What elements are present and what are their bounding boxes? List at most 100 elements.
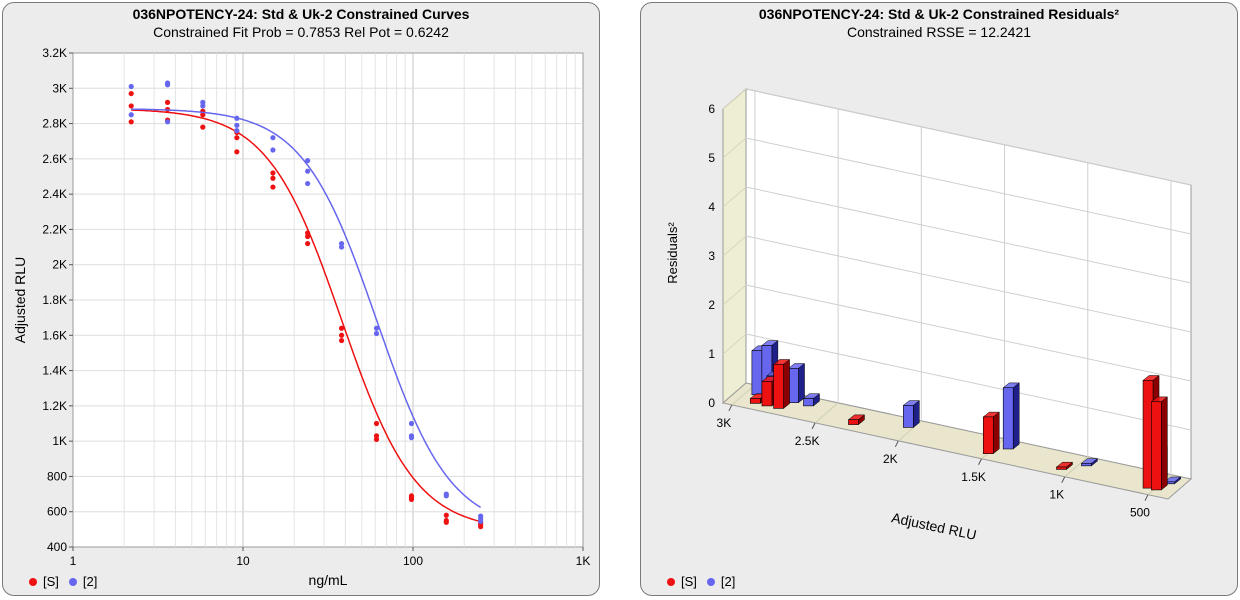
data-point [305,168,311,174]
y-tick-label: 1.6K [42,328,67,342]
data-point [305,158,311,164]
data-point [200,103,206,109]
legend-label-std: [S] [43,574,59,589]
data-point [234,115,240,121]
x-tick-label: 1K [576,554,591,568]
y-tick-label: 2 [708,298,715,312]
data-point [164,82,171,88]
legend-dot-uk [706,577,715,586]
floor-gridline [731,384,756,406]
residual-bar-uk [802,393,821,407]
y-tick-label: 2.8K [42,117,67,131]
residual-bar-std [982,411,1000,455]
y-gridline [722,235,747,257]
data-point [128,103,134,109]
data-point [408,420,415,427]
x-tick [894,440,899,448]
residuals-chart-panel: 036NPOTENCY-24: Std & Uk-2 Constrained R… [640,2,1238,596]
y-gridline [722,333,747,355]
data-point [305,240,311,247]
data-point [234,135,240,141]
y-gridline [722,137,747,159]
residual-bar-uk [787,363,806,404]
residual-bar-uk [1163,476,1182,485]
bar-side [993,411,1000,455]
floor [721,382,1193,500]
bar-front [1056,466,1067,470]
bar-front [788,368,799,403]
y-tick-label: 600 [47,505,67,519]
data-point [164,99,171,105]
data-point [408,435,415,441]
data-point [478,524,484,530]
x-tick [1061,476,1066,483]
residual-bar-std [847,414,866,426]
bar-front [803,398,814,407]
y-tick-label: 2K [52,258,67,272]
x-tick-label: 2K [883,452,898,466]
data-point [338,332,345,338]
x-tick-label: 3K [717,416,732,430]
legend-dot-uk [68,577,77,586]
y-tick-label: 0 [708,396,715,410]
x-tick-label: 1 [70,554,77,568]
y-gridline [745,333,1192,431]
y-gridline [722,284,747,306]
y-tick-label: 1.2K [42,399,67,413]
y-tick-label: 2.4K [42,187,67,201]
residuals-chart-plot: 0 1 2 3 4 5 6 Residuals² 3K 2.5K 2K 1.5K 1K 500 Adjust… [665,87,1193,543]
y-axis-label: Adjusted RLU [12,257,28,343]
data-point [373,420,380,427]
residuals-chart-title: 036NPOTENCY-24: Std & Uk-2 Constrained R… [758,6,1120,22]
legend-dot-std [29,577,37,586]
x-tick-label: 100 [403,554,423,568]
residual-bar-std [1055,461,1074,470]
residual-bar-std [772,358,791,409]
data-point [234,122,240,128]
x-tick [811,422,816,430]
x-tick-label: 500 [1130,506,1150,520]
data-point [270,184,276,190]
data-point [443,493,449,499]
curves-chart-subtitle: Constrained Fit Prob = 0.7853 Rel Pot = … [153,24,449,40]
bar-front [1081,463,1092,467]
x-tick-label: 10 [236,554,250,568]
data-point [270,170,276,176]
bar-front [773,364,784,409]
y-tick-label: 1K [52,434,67,448]
data-point [338,325,345,331]
bar-front [749,398,761,404]
y-tick-label: 1.4K [42,364,67,378]
x-tick-label: 1K [1049,488,1064,502]
bar-front [761,381,773,407]
data-point [408,496,415,502]
y-gridline [745,284,1192,382]
y-gridline [722,186,747,208]
data-point [270,175,276,181]
data-point [128,83,134,90]
residual-bar-uk [902,400,921,428]
y-tick-label: 6 [708,102,715,116]
legend-label-uk: [2] [720,574,736,589]
y-axis-label: Residuals² [665,222,680,284]
y-gridline [745,186,1192,284]
bar-side [1012,382,1020,450]
y-gridline [722,88,747,110]
y-tick-label: 3K [52,81,67,95]
data-point [338,337,345,344]
x-tick [978,458,982,465]
data-point [305,233,311,240]
x-tick [1144,494,1149,501]
bar-front [751,350,763,396]
data-point [373,330,380,337]
data-point [338,244,345,250]
y-tick-label: 1 [708,347,715,361]
bar-front [903,405,914,428]
y-gridline [745,137,1192,235]
curves-chart-panel: 036NPOTENCY-24: Std & Uk-2 Constrained C… [2,2,600,596]
y-gridline [745,235,1192,333]
data-point [234,149,240,155]
data-point [270,135,276,141]
floor-gridline [814,402,839,424]
residuals-legend: [S] [2] [667,574,735,589]
